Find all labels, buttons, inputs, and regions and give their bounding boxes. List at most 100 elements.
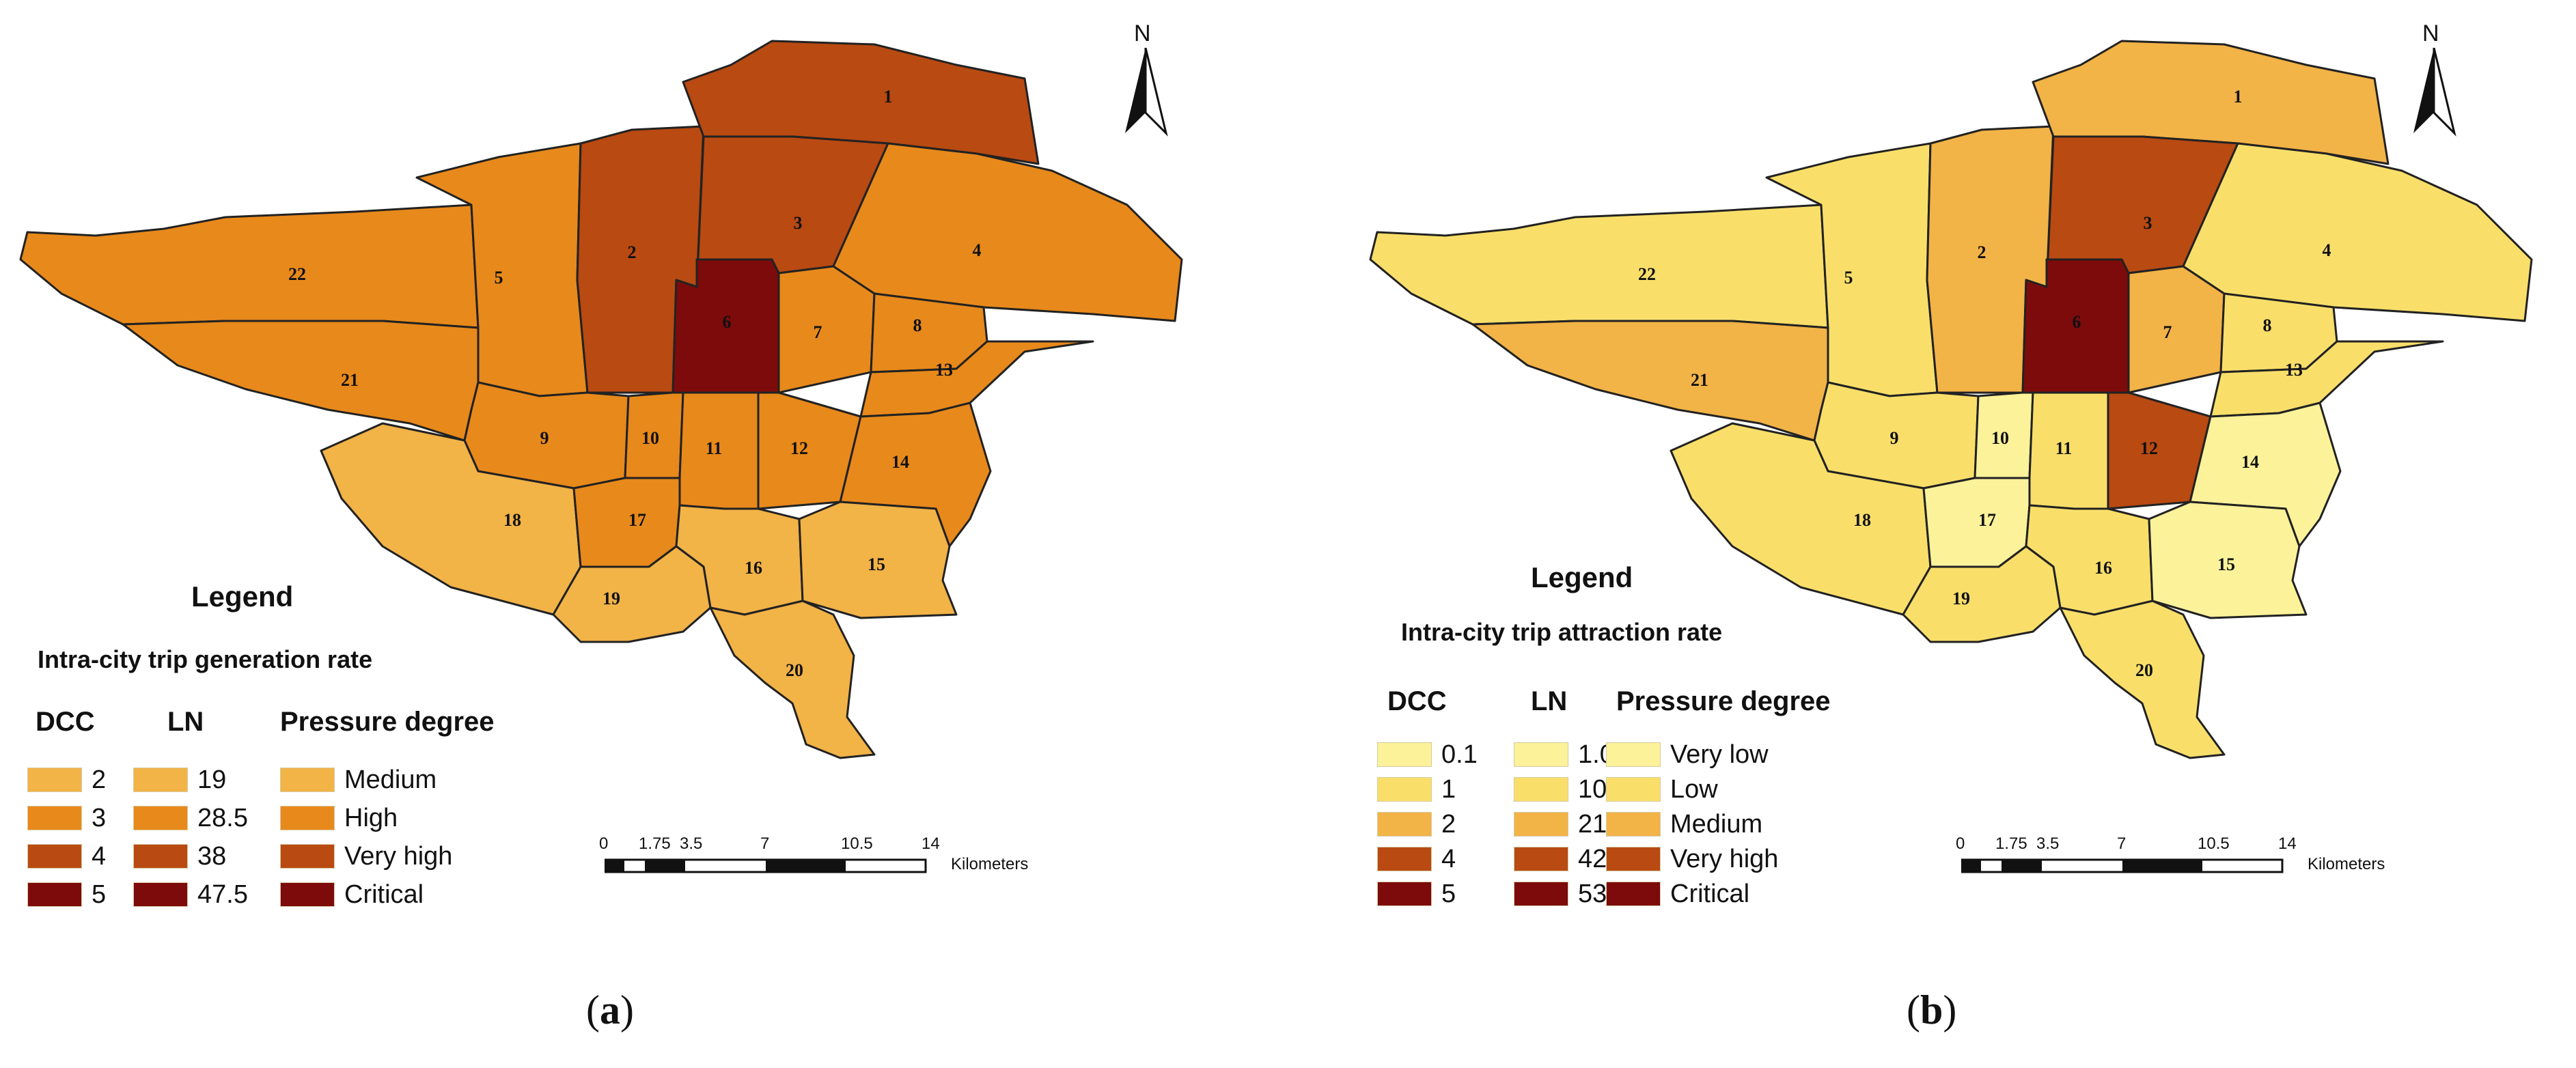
district-label-16: 16: [2094, 558, 2112, 578]
district-label-17: 17: [628, 510, 646, 530]
map-panel-b: 22 21 5 2 1 3 4 6 7 8 13 9 10 11 12 14 18 17 16 15 19 20 N Le…: [1288, 0, 2576, 1068]
district-label-4: 4: [973, 240, 982, 260]
legend-item-dcc: 0.1: [1377, 740, 1478, 770]
legend-item-pressure: Very high: [1606, 844, 1778, 874]
district-label-2: 2: [1978, 242, 1986, 262]
legend-swatch: [1377, 777, 1432, 802]
legend-swatch: [1514, 882, 1568, 906]
legend-item-pressure: Low: [1606, 774, 1718, 804]
legend-swatch: [1377, 812, 1432, 837]
legend-item-pressure: Critical: [1606, 879, 1749, 909]
legend-value: 3: [92, 803, 107, 832]
district-21: [122, 320, 480, 442]
district-label-11: 11: [706, 438, 723, 458]
scale-tick-label: 10.5: [841, 834, 873, 853]
district-label-16: 16: [745, 558, 762, 578]
legend-swatch: [133, 882, 188, 907]
district-label-11: 11: [2055, 438, 2073, 458]
legend-header-dcc: DCC: [36, 707, 95, 737]
legend-swatch: [280, 844, 335, 869]
district-label-4: 4: [2323, 240, 2331, 260]
legend-value: 2: [92, 765, 107, 794]
district-15: [798, 501, 958, 619]
scale-tick-label: 10.5: [2198, 834, 2230, 853]
legend-item-ln: 19: [133, 765, 226, 795]
district-label-3: 3: [2144, 213, 2152, 233]
district-label-10: 10: [1991, 428, 2009, 448]
legend-swatch: [280, 882, 335, 907]
legend-item-pressure: Medium: [1606, 809, 1762, 839]
district-label-18: 18: [503, 510, 521, 530]
legend-item-ln: 38: [133, 841, 226, 871]
district-label-22: 22: [1638, 264, 1656, 284]
district-label-7: 7: [2163, 322, 2172, 342]
district-label-13: 13: [935, 360, 953, 380]
scale-tick-label: 1.75: [1995, 834, 2027, 853]
legend-item-ln: 28.5: [133, 803, 248, 833]
legend-value: Medium: [1670, 809, 1763, 839]
legend-value: 19: [197, 765, 227, 794]
district-22: [1369, 203, 1829, 329]
legend-header-dcc: DCC: [1387, 686, 1447, 716]
legend-item-dcc: 4: [1377, 844, 1456, 874]
legend-header-pressure: Pressure degree: [1616, 686, 1831, 716]
legend-swatch: [27, 806, 82, 830]
district-label-14: 14: [891, 452, 909, 472]
district-label-10: 10: [641, 428, 659, 448]
district-label-17: 17: [1978, 510, 1996, 530]
legend-item-pressure: Very low: [1606, 740, 1769, 770]
district-label-5: 5: [495, 268, 503, 287]
legend-value: Critical: [1670, 879, 1750, 908]
legend-swatch: [1514, 812, 1568, 837]
legend-header-ln: LN: [167, 707, 204, 737]
scale-tick-label: 1.75: [639, 834, 671, 853]
district-label-6: 6: [723, 312, 732, 332]
north-arrow-icon: [1125, 48, 1168, 137]
scale-unit: Kilometers: [951, 855, 1029, 873]
district-label-13: 13: [2285, 360, 2303, 380]
legend-item-dcc: 2: [27, 765, 106, 795]
legend-value: Critical: [344, 880, 424, 909]
scale-unit: Kilometers: [2308, 855, 2385, 873]
legend-item-ln: 53: [1514, 879, 1607, 909]
district-label-8: 8: [2263, 315, 2272, 335]
district-label-3: 3: [794, 213, 803, 233]
legend-swatch: [1514, 847, 1568, 871]
legend-subtitle: Intra-city trip attraction rate: [1401, 618, 1723, 646]
district-label-21: 21: [1691, 370, 1708, 390]
scale-tick-label: 0: [599, 834, 609, 853]
legend-value: 53: [1578, 879, 1607, 908]
district-17: [572, 477, 681, 568]
scale-tick-label: 14: [922, 834, 940, 853]
legend-title: Legend: [191, 580, 294, 613]
district-7: [2127, 265, 2226, 394]
legend-swatch: [280, 806, 335, 830]
district-20: [2059, 600, 2226, 759]
scale-tick-label: 14: [2278, 834, 2297, 853]
legend-value: Very high: [344, 841, 453, 871]
legend-item-pressure: Medium: [280, 765, 437, 795]
district-label-8: 8: [913, 315, 922, 335]
legend-swatch: [1606, 742, 1661, 767]
district-21: [1471, 320, 1829, 442]
legend-item-dcc: 1: [1377, 774, 1456, 804]
legend-item-dcc: 5: [27, 880, 106, 910]
legend-swatch: [133, 768, 188, 792]
scale-tick-label: 3.5: [680, 834, 703, 853]
district-label-19: 19: [603, 589, 620, 608]
north-label: N: [2422, 20, 2439, 46]
legend-value: 5: [92, 880, 107, 909]
legend-value: Low: [1670, 774, 1718, 804]
legend-value: 0.1: [1441, 740, 1478, 769]
legend-value: 47.5: [197, 880, 248, 909]
district-20: [709, 600, 876, 759]
district-22: [19, 203, 480, 329]
legend-swatch: [1606, 847, 1661, 871]
scale-tick-label: 0: [1956, 834, 1965, 853]
district-label-6: 6: [2073, 312, 2081, 332]
district-label-12: 12: [790, 438, 808, 458]
north-arrow-icon: [2413, 48, 2456, 137]
